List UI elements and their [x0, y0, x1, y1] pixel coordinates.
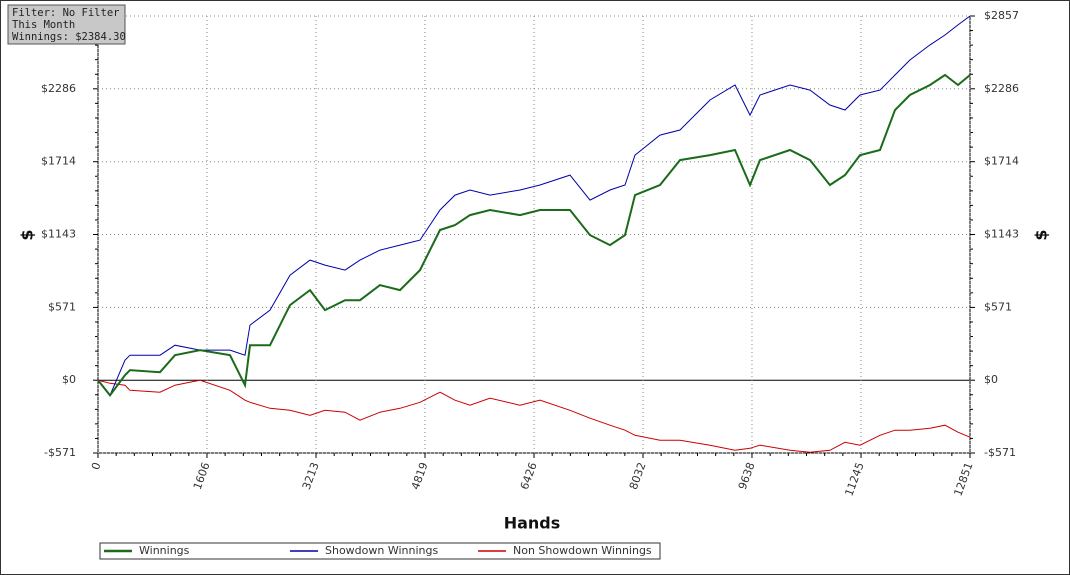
y-tick-label: -$571 [44, 446, 76, 459]
info-box: Filter: No Filter This Month Winnings: $… [7, 4, 126, 45]
x-tick-label: 0 [89, 461, 104, 472]
x-axis-label: Hands [504, 514, 561, 533]
line-series [97, 379, 971, 453]
y2-tick-label: $571 [984, 300, 1012, 313]
line-series [97, 15, 971, 397]
y2-axis-label: $ [1032, 229, 1051, 240]
legend-label: Non Showdown Winnings [513, 544, 652, 557]
y-axis-label: $ [18, 229, 37, 240]
y2-tick-label: $2286 [984, 82, 1019, 95]
legend-label: Showdown Winnings [325, 544, 439, 557]
info-line: Filter: No Filter [12, 7, 119, 19]
info-line: Winnings: $2384.30 [12, 31, 126, 43]
y2-tick-label: $2857 [984, 9, 1019, 22]
info-background [7, 4, 126, 45]
legend-label: Winnings [139, 544, 190, 557]
info-line: This Month [12, 19, 75, 31]
y-tick-label: $1714 [41, 155, 76, 168]
y-tick-label: $1143 [41, 228, 76, 241]
y-tick-label: $571 [48, 300, 76, 313]
legend [99, 542, 661, 560]
y2-tick-label: $0 [984, 373, 998, 386]
y2-tick-label: -$571 [984, 446, 1016, 459]
y2-tick-label: $1714 [984, 155, 1019, 168]
y2-tick-label: $1143 [984, 228, 1019, 241]
y-tick-label: $0 [62, 373, 76, 386]
y-tick-label: $2286 [41, 82, 76, 95]
line-series [97, 73, 971, 397]
